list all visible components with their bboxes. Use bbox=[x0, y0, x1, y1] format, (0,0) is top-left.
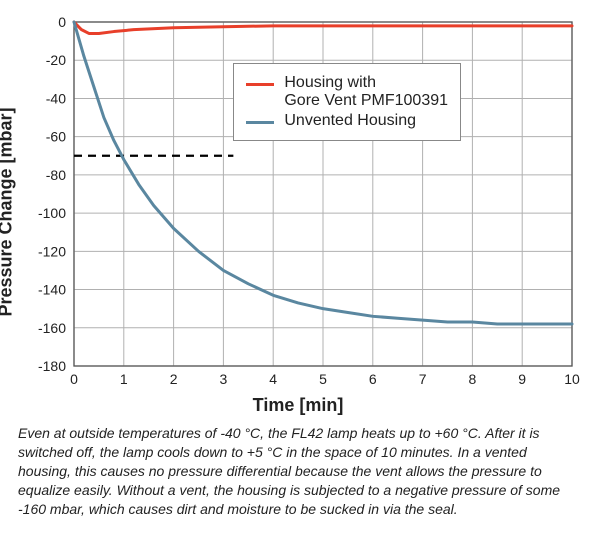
legend-item: Housing withGore Vent PMF100391 bbox=[246, 74, 448, 110]
svg-text:-20: -20 bbox=[46, 52, 66, 68]
svg-text:-180: -180 bbox=[38, 358, 66, 374]
x-axis-label: Time [min] bbox=[253, 395, 344, 416]
svg-text:0: 0 bbox=[70, 371, 78, 387]
caption-text: Even at outside temperatures of -40 °C, … bbox=[12, 424, 584, 518]
legend-label: Housing withGore Vent PMF100391 bbox=[284, 74, 448, 110]
svg-text:1: 1 bbox=[120, 371, 128, 387]
svg-text:-160: -160 bbox=[38, 320, 66, 336]
svg-text:2: 2 bbox=[170, 371, 178, 387]
svg-text:7: 7 bbox=[419, 371, 427, 387]
svg-text:-60: -60 bbox=[46, 129, 66, 145]
svg-text:9: 9 bbox=[518, 371, 526, 387]
legend-label: Unvented Housing bbox=[284, 112, 416, 130]
legend-swatch bbox=[246, 83, 274, 86]
legend: Housing withGore Vent PMF100391 Unvented … bbox=[233, 63, 461, 141]
svg-text:-100: -100 bbox=[38, 205, 66, 221]
y-axis-label: Pressure Change [mbar] bbox=[0, 107, 17, 316]
svg-text:4: 4 bbox=[269, 371, 277, 387]
svg-text:-40: -40 bbox=[46, 90, 66, 106]
legend-item: Unvented Housing bbox=[246, 112, 448, 130]
svg-text:0: 0 bbox=[58, 14, 66, 30]
svg-text:3: 3 bbox=[220, 371, 228, 387]
svg-text:10: 10 bbox=[564, 371, 580, 387]
svg-text:5: 5 bbox=[319, 371, 327, 387]
legend-swatch bbox=[246, 121, 274, 124]
svg-text:-80: -80 bbox=[46, 167, 66, 183]
svg-text:8: 8 bbox=[469, 371, 477, 387]
svg-text:-140: -140 bbox=[38, 282, 66, 298]
svg-text:-120: -120 bbox=[38, 243, 66, 259]
svg-text:6: 6 bbox=[369, 371, 377, 387]
pressure-chart: Pressure Change [mbar] 0123456789100-20-… bbox=[12, 12, 584, 412]
